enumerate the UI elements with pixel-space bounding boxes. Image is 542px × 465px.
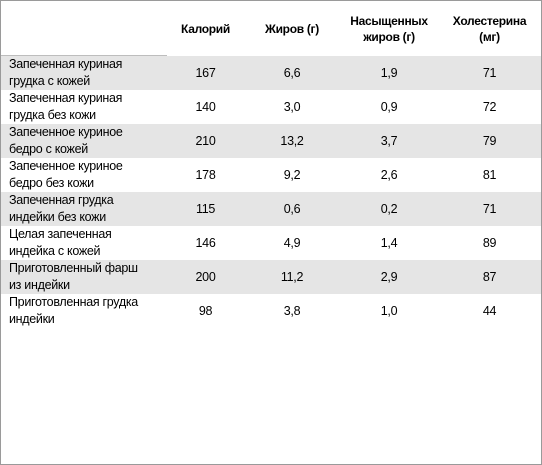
row-saturated-fat: 0,2 (340, 192, 438, 226)
row-cholesterol: 71 (438, 56, 541, 90)
header-cholesterol: Холестерина (мг) (452, 13, 527, 44)
row-fat: 3,0 (244, 90, 340, 124)
row-item-name: Запеченное куриное бедро без кожи (1, 158, 167, 192)
header-item (1, 1, 167, 56)
row-cholesterol: 79 (438, 124, 541, 158)
nutrition-table: Калорий Жиров (г) Насыщенных жиров (г) Х… (1, 1, 541, 328)
row-calories: 178 (167, 158, 244, 192)
row-saturated-fat: 3,7 (340, 124, 438, 158)
row-calories: 98 (167, 294, 244, 328)
row-item-name: Запеченное куриное бедро с кожей (1, 124, 167, 158)
row-saturated-fat: 0,9 (340, 90, 438, 124)
row-saturated-fat: 2,9 (340, 260, 438, 294)
row-cholesterol: 81 (438, 158, 541, 192)
row-saturated-fat: 1,0 (340, 294, 438, 328)
row-saturated-fat: 1,4 (340, 226, 438, 260)
header-calories: Калорий (181, 21, 230, 36)
row-item-name: Приготовленная грудка индейки (1, 294, 167, 328)
row-fat: 9,2 (244, 158, 340, 192)
row-calories: 200 (167, 260, 244, 294)
row-calories: 167 (167, 56, 244, 90)
row-fat: 0,6 (244, 192, 340, 226)
row-cholesterol: 71 (438, 192, 541, 226)
row-item-name: Запеченная куриная грудка без кожи (1, 90, 167, 124)
row-saturated-fat: 1,9 (340, 56, 438, 90)
row-fat: 3,8 (244, 294, 340, 328)
row-fat: 4,9 (244, 226, 340, 260)
header-fat: Жиров (г) (265, 21, 319, 36)
row-item-name: Запеченная грудка индейки без кожи (1, 192, 167, 226)
row-cholesterol: 44 (438, 294, 541, 328)
row-item-name: Приготовленный фарш из индейки (1, 260, 167, 294)
row-cholesterol: 89 (438, 226, 541, 260)
row-fat: 11,2 (244, 260, 340, 294)
row-cholesterol: 87 (438, 260, 541, 294)
row-item-name: Целая запеченная индейка с кожей (1, 226, 167, 260)
row-item-name: Запеченная куриная грудка с кожей (1, 56, 167, 90)
row-calories: 140 (167, 90, 244, 124)
row-fat: 13,2 (244, 124, 340, 158)
row-fat: 6,6 (244, 56, 340, 90)
header-saturated-fat: Насыщенных жиров (г) (350, 13, 428, 44)
row-calories: 115 (167, 192, 244, 226)
row-calories: 210 (167, 124, 244, 158)
row-cholesterol: 72 (438, 90, 541, 124)
row-calories: 146 (167, 226, 244, 260)
row-saturated-fat: 2,6 (340, 158, 438, 192)
